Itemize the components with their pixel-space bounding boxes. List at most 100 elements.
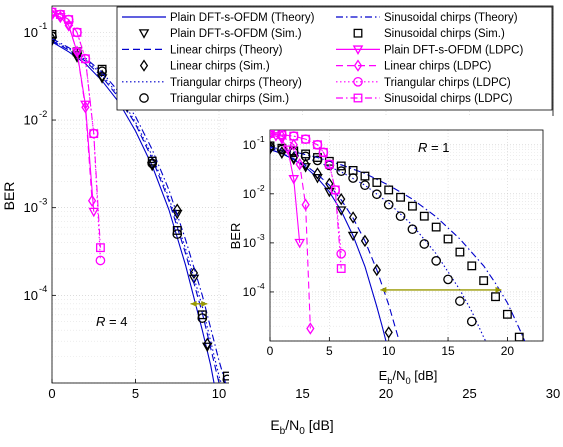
legend-item-triangular-chirps-theory: Triangular chirps (Theory) xyxy=(122,77,302,89)
inset-series-triangular-chirps-sim-point xyxy=(455,296,465,306)
main-annotation: R = 4 xyxy=(96,314,127,329)
inset-series-triangular-chirps-sim-point xyxy=(443,274,453,285)
inset-series-sinusoidal-chirps-sim-point xyxy=(348,165,358,175)
main-ytick-label: 10 xyxy=(24,113,38,128)
inset-series-sinusoidal-chirps-sim-point xyxy=(491,292,500,302)
inset-series-sinusoidal-chirps-theory-line xyxy=(270,146,526,341)
main-series-sinusoidal-chirps-ldpc-point xyxy=(89,129,99,139)
inset-series-group xyxy=(270,130,526,341)
inset-series-sinusoidal-chirps-sim-point xyxy=(408,201,417,211)
main-series-plain-dft-s-ofdm-sim-point xyxy=(171,209,183,220)
main-series-plain-dft-s-ofdm-sim-point xyxy=(202,342,213,353)
main-ytick-exponent: -4 xyxy=(39,284,47,294)
inset-series-sinusoidal-chirps-sim-point xyxy=(301,149,311,159)
inset-xtick-label: 10 xyxy=(382,344,396,358)
inset-series-triangular-chirps-sim-point xyxy=(395,211,406,222)
inset-ytick-label: 10 xyxy=(243,285,257,299)
inset-series-linear-chirps-sim-point xyxy=(270,142,275,155)
inset-series-linear-chirps-sim-point xyxy=(360,234,370,248)
inset-ytick-exponent: -3 xyxy=(257,232,265,242)
main-ylabel: BER xyxy=(1,182,17,211)
inset-series-plain-dft-s-ofdm-ldpc-point xyxy=(288,175,300,185)
inset-xtick-label: 20 xyxy=(501,344,515,358)
legend-item-triangular-chirps-sim-marker xyxy=(139,93,149,103)
inset-series-plain-dft-s-ofdm-sim-point xyxy=(347,231,359,242)
inset-series-linear-chirps-sim-point xyxy=(337,192,346,206)
main-series-sinusoidal-chirps-ldpc-point xyxy=(72,27,82,37)
inset-series-sinusoidal-chirps-sim-point xyxy=(270,141,275,151)
main-series-sinusoidal-chirps-sim-point xyxy=(197,310,207,320)
legend-item-sinusoidal-chirps-theory-label: Sinusoidal chirps (Theory) xyxy=(384,12,518,24)
main-ytick-exponent: -3 xyxy=(39,196,47,206)
main-series-group xyxy=(52,7,233,383)
main-ytick-label: 10 xyxy=(24,25,38,40)
main-gap-arrow-head-right xyxy=(201,300,208,307)
main-series-linear-chirps-sim-point xyxy=(148,157,157,170)
main-series-plain-dft-s-ofdm-ldpc-point xyxy=(88,207,100,218)
legend-item-sinusoidal-chirps-ldpc-marker xyxy=(353,93,363,103)
inset-series-plain-dft-s-ofdm-sim-point xyxy=(300,163,311,173)
inset-series-plain-dft-s-ofdm-sim-point xyxy=(335,206,347,216)
inset-series-triangular-chirps-sim-point xyxy=(419,239,430,249)
legend-item-sinusoidal-chirps-sim: Sinusoidal chirps (Sim.) xyxy=(353,28,505,40)
legend-item-plain-dft-s-ofdm-ldpc: Plain DFT-s-OFDM (LDPC) xyxy=(336,44,523,56)
inset-series-triangular-chirps-ldpc-point xyxy=(336,248,347,259)
inset-series-sinusoidal-chirps-sim-point xyxy=(360,171,370,181)
inset-gap-arrow-head-left xyxy=(380,286,387,293)
main-series-linear-chirps-sim-point xyxy=(189,266,199,280)
main-series-plain-dft-s-ofdm-ldpc-point xyxy=(55,12,66,23)
legend-item-linear-chirps-theory: Linear chirps (Theory) xyxy=(122,44,283,56)
inset-series-sinusoidal-chirps-sim-point xyxy=(455,247,465,257)
legend-item-plain-dft-s-ofdm-ldpc-marker xyxy=(352,45,364,55)
legend-item-triangular-chirps-ldpc: Triangular chirps (LDPC) xyxy=(336,77,511,89)
main-series-sinusoidal-chirps-ldpc-point xyxy=(96,243,105,253)
inset-series-linear-chirps-sim-point xyxy=(325,177,334,191)
legend-item-linear-chirps-sim: Linear chirps (Sim.) xyxy=(139,59,270,73)
main-ytick-exponent: -1 xyxy=(39,21,47,31)
legend-item-linear-chirps-sim-marker xyxy=(139,59,149,72)
main-series-sinusoidal-chirps-ldpc-point xyxy=(55,10,65,19)
main-xtick-label: 25 xyxy=(462,386,476,401)
main-ytick-label: 10 xyxy=(24,288,38,303)
legend-item-plain-dft-s-ofdm-sim-label: Plain DFT-s-OFDM (Sim.) xyxy=(170,28,302,40)
main-ytick-label: 10 xyxy=(24,200,38,215)
legend-item-plain-dft-s-ofdm-theory-label: Plain DFT-s-OFDM (Theory) xyxy=(170,12,315,24)
main-series-sinusoidal-chirps-sim-point xyxy=(172,226,182,235)
inset-series-triangular-chirps-sim-point xyxy=(383,199,394,210)
legend-item-plain-dft-s-ofdm-theory: Plain DFT-s-OFDM (Theory) xyxy=(122,12,315,24)
inset-annotation: R = 1 xyxy=(418,140,449,155)
main-series-linear-chirps-ldpc-point xyxy=(81,101,90,114)
main-series-plain-dft-s-ofdm-sim-point xyxy=(188,274,200,285)
legend-item-plain-dft-s-ofdm-sim: Plain DFT-s-OFDM (Sim.) xyxy=(138,28,302,40)
main-series-linear-chirps-ldpc-point xyxy=(87,194,97,207)
main-xlabel: Eb/N0 [dB] xyxy=(270,417,333,437)
inset-series-triangular-chirps-sim-point xyxy=(360,180,370,191)
main-series-sinusoidal-chirps-ldpc-point xyxy=(80,54,90,64)
inset-xtick-label: 0 xyxy=(267,344,274,358)
legend-item-linear-chirps-ldpc-marker xyxy=(353,59,363,72)
main-xtick-label: 15 xyxy=(295,386,309,401)
main-series-linear-chirps-theory-line xyxy=(52,40,220,383)
inset-series-sinusoidal-chirps-sim-point xyxy=(514,332,524,341)
inset-xtick-label: 5 xyxy=(326,344,333,358)
inset-series-linear-chirps-ldpc-point xyxy=(306,322,315,335)
main-series-plain-dft-s-ofdm-ldpc-point xyxy=(63,21,75,31)
main-series-sinusoidal-chirps-sim-point xyxy=(52,29,57,39)
inset-frame xyxy=(269,129,544,342)
legend-item-triangular-chirps-theory-label: Triangular chirps (Theory) xyxy=(170,77,302,89)
main-series-sinusoidal-chirps-ldpc-line xyxy=(52,11,101,248)
legend-item-sinusoidal-chirps-sim-label: Sinusoidal chirps (Sim.) xyxy=(384,28,505,40)
inset-series-sinusoidal-chirps-ldpc-point xyxy=(301,134,311,144)
legend-item-sinusoidal-chirps-sim-marker xyxy=(353,28,363,38)
main-series-linear-chirps-ldpc-line xyxy=(52,13,93,201)
inset-series-sinusoidal-chirps-sim-point xyxy=(502,309,512,319)
legend-item-sinusoidal-chirps-ldpc-label: Sinusoidal chirps (LDPC) xyxy=(384,93,513,105)
inset-series-linear-chirps-ldpc-point xyxy=(295,158,304,171)
inset-series-linear-chirps-ldpc-point xyxy=(289,138,298,151)
main-series-linear-chirps-ldpc-point xyxy=(72,45,82,59)
inset-series-linear-chirps-sim-point xyxy=(372,263,381,277)
inset-series-linear-chirps-sim-point xyxy=(348,211,358,224)
inset-series-linear-chirps-ldpc-point xyxy=(270,130,275,140)
